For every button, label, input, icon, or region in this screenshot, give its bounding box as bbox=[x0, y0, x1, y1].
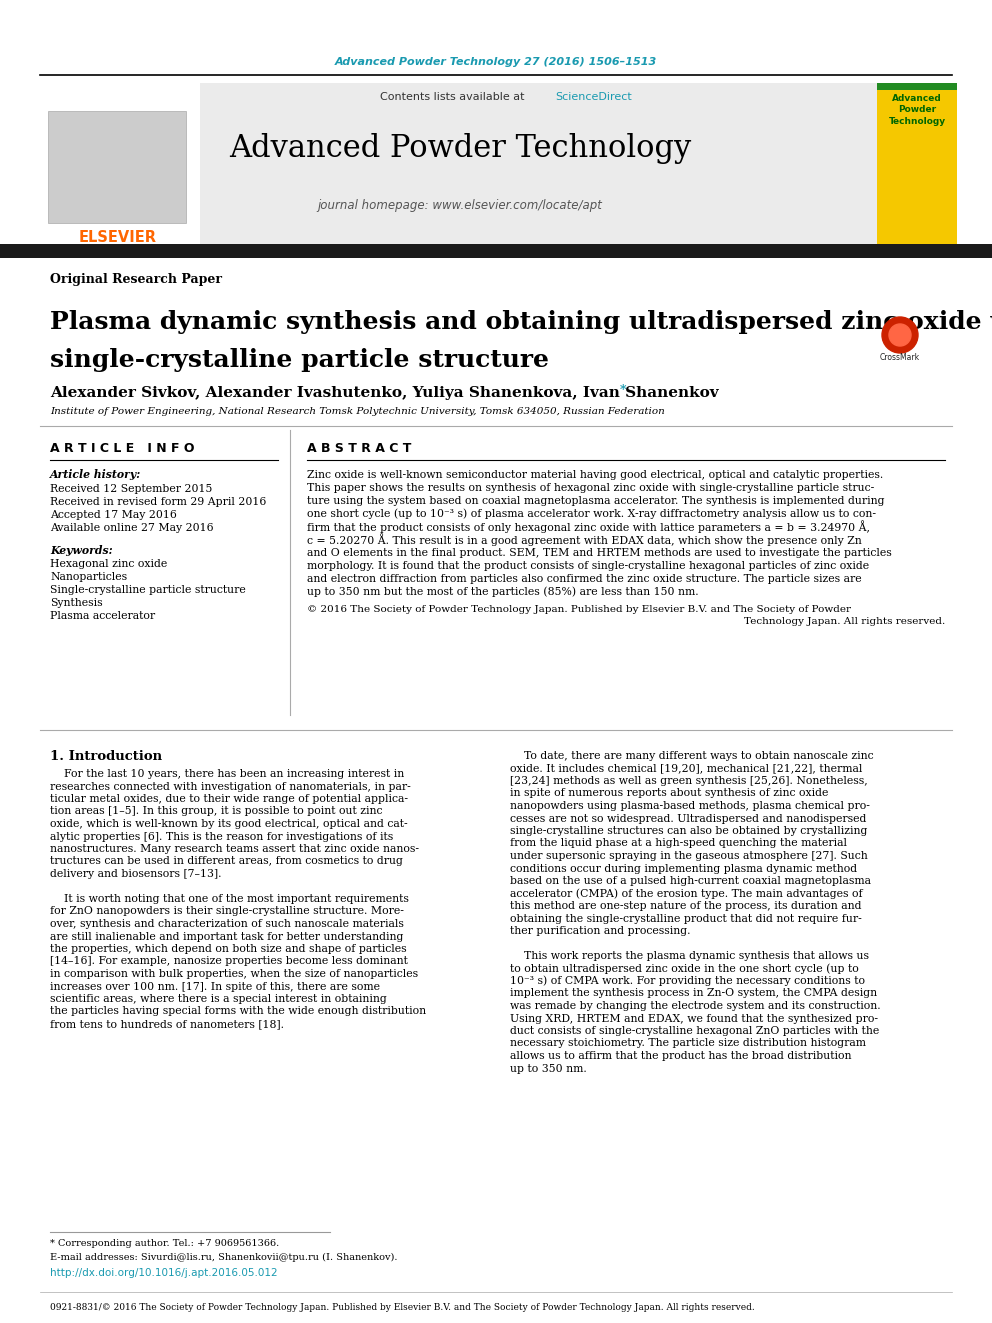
Text: duct consists of single-crystalline hexagonal ZnO particles with the: duct consists of single-crystalline hexa… bbox=[510, 1027, 879, 1036]
Text: and O elements in the final product. SEM, TEM and HRTEM methods are used to inve: and O elements in the final product. SEM… bbox=[307, 548, 892, 558]
Text: conditions occur during implementing plasma dynamic method: conditions occur during implementing pla… bbox=[510, 864, 857, 873]
Text: single-crystalline particle structure: single-crystalline particle structure bbox=[50, 348, 549, 372]
Text: Accepted 17 May 2016: Accepted 17 May 2016 bbox=[50, 509, 177, 520]
Text: 0921-8831/© 2016 The Society of Powder Technology Japan. Published by Elsevier B: 0921-8831/© 2016 The Society of Powder T… bbox=[50, 1303, 755, 1311]
FancyBboxPatch shape bbox=[40, 83, 877, 245]
Text: For the last 10 years, there has been an increasing interest in: For the last 10 years, there has been an… bbox=[50, 769, 405, 779]
Text: Article history:: Article history: bbox=[50, 470, 141, 480]
Text: from tens to hundreds of nanometers [18].: from tens to hundreds of nanometers [18]… bbox=[50, 1019, 284, 1029]
Text: Single-crystalline particle structure: Single-crystalline particle structure bbox=[50, 585, 246, 595]
Text: over, synthesis and characterization of such nanoscale materials: over, synthesis and characterization of … bbox=[50, 919, 404, 929]
Circle shape bbox=[889, 324, 911, 347]
Text: ticular metal oxides, due to their wide range of potential applica-: ticular metal oxides, due to their wide … bbox=[50, 794, 408, 804]
Text: in comparison with bulk properties, when the size of nanoparticles: in comparison with bulk properties, when… bbox=[50, 968, 418, 979]
Text: A B S T R A C T: A B S T R A C T bbox=[307, 442, 412, 455]
Text: scientific areas, where there is a special interest in obtaining: scientific areas, where there is a speci… bbox=[50, 994, 387, 1004]
Text: up to 350 nm but the most of the particles (85%) are less than 150 nm.: up to 350 nm but the most of the particl… bbox=[307, 586, 698, 597]
Text: single-crystalline structures can also be obtained by crystallizing: single-crystalline structures can also b… bbox=[510, 826, 867, 836]
Text: in spite of numerous reports about synthesis of zinc oxide: in spite of numerous reports about synth… bbox=[510, 789, 828, 799]
Text: © 2016 The Society of Powder Technology Japan. Published by Elsevier B.V. and Th: © 2016 The Society of Powder Technology … bbox=[307, 605, 851, 614]
Text: firm that the product consists of only hexagonal zinc oxide with lattice paramet: firm that the product consists of only h… bbox=[307, 520, 870, 533]
Text: Original Research Paper: Original Research Paper bbox=[50, 274, 222, 287]
Text: one short cycle (up to 10⁻³ s) of plasma accelerator work. X-ray diffractometry : one short cycle (up to 10⁻³ s) of plasma… bbox=[307, 509, 876, 520]
Text: Technology Japan. All rights reserved.: Technology Japan. All rights reserved. bbox=[744, 618, 945, 627]
Text: *: * bbox=[620, 384, 627, 397]
Text: http://dx.doi.org/10.1016/j.apt.2016.05.012: http://dx.doi.org/10.1016/j.apt.2016.05.… bbox=[50, 1267, 278, 1278]
Text: and electron diffraction from particles also confirmed the zinc oxide structure.: and electron diffraction from particles … bbox=[307, 574, 862, 583]
Text: * Corresponding author. Tel.: +7 9069561366.: * Corresponding author. Tel.: +7 9069561… bbox=[50, 1240, 280, 1249]
Text: Keywords:: Keywords: bbox=[50, 545, 113, 557]
Text: under supersonic spraying in the gaseous atmosphere [27]. Such: under supersonic spraying in the gaseous… bbox=[510, 851, 868, 861]
Text: nanopowders using plasma-based methods, plasma chemical pro-: nanopowders using plasma-based methods, … bbox=[510, 800, 870, 811]
Text: To date, there are many different ways to obtain nanoscale zinc: To date, there are many different ways t… bbox=[510, 751, 874, 761]
FancyBboxPatch shape bbox=[0, 243, 992, 258]
Text: Alexander Sivkov, Alexander Ivashutenko, Yuliya Shanenkova, Ivan Shanenkov: Alexander Sivkov, Alexander Ivashutenko,… bbox=[50, 386, 718, 400]
Text: Nanoparticles: Nanoparticles bbox=[50, 572, 127, 582]
Text: c = 5.20270 Å. This result is in a good agreement with EDAX data, which show the: c = 5.20270 Å. This result is in a good … bbox=[307, 533, 862, 546]
Text: up to 350 nm.: up to 350 nm. bbox=[510, 1064, 586, 1073]
Text: [23,24] methods as well as green synthesis [25,26]. Nonetheless,: [23,24] methods as well as green synthes… bbox=[510, 777, 868, 786]
FancyBboxPatch shape bbox=[877, 83, 957, 245]
Text: necessary stoichiometry. The particle size distribution histogram: necessary stoichiometry. The particle si… bbox=[510, 1039, 866, 1049]
Text: oxide, which is well-known by its good electrical, optical and cat-: oxide, which is well-known by its good e… bbox=[50, 819, 408, 830]
Text: Received in revised form 29 April 2016: Received in revised form 29 April 2016 bbox=[50, 497, 267, 507]
Text: Advanced
Powder
Technology: Advanced Powder Technology bbox=[889, 94, 945, 126]
Text: This work reports the plasma dynamic synthesis that allows us: This work reports the plasma dynamic syn… bbox=[510, 951, 869, 960]
FancyBboxPatch shape bbox=[48, 111, 186, 224]
Text: ScienceDirect: ScienceDirect bbox=[555, 93, 632, 102]
Text: Plasma dynamic synthesis and obtaining ultradispersed zinc oxide with: Plasma dynamic synthesis and obtaining u… bbox=[50, 310, 992, 333]
Text: from the liquid phase at a high-speed quenching the material: from the liquid phase at a high-speed qu… bbox=[510, 839, 847, 848]
Text: oxide. It includes chemical [19,20], mechanical [21,22], thermal: oxide. It includes chemical [19,20], mec… bbox=[510, 763, 862, 774]
Text: Hexagonal zinc oxide: Hexagonal zinc oxide bbox=[50, 560, 168, 569]
Text: journal homepage: www.elsevier.com/locate/apt: journal homepage: www.elsevier.com/locat… bbox=[317, 198, 602, 212]
Text: allows us to affirm that the product has the broad distribution: allows us to affirm that the product has… bbox=[510, 1050, 851, 1061]
Text: the properties, which depend on both size and shape of particles: the properties, which depend on both siz… bbox=[50, 945, 407, 954]
Text: to obtain ultradispersed zinc oxide in the one short cycle (up to: to obtain ultradispersed zinc oxide in t… bbox=[510, 963, 859, 974]
Text: the particles having special forms with the wide enough distribution: the particles having special forms with … bbox=[50, 1007, 427, 1016]
Text: based on the use of a pulsed high-current coaxial magnetoplasma: based on the use of a pulsed high-curren… bbox=[510, 876, 871, 886]
Text: Contents lists available at: Contents lists available at bbox=[380, 93, 525, 102]
Text: tructures can be used in different areas, from cosmetics to drug: tructures can be used in different areas… bbox=[50, 856, 403, 867]
Text: E-mail addresses: Sivurdi@lis.ru, Shanenkovii@tpu.ru (I. Shanenkov).: E-mail addresses: Sivurdi@lis.ru, Shanen… bbox=[50, 1253, 398, 1262]
Text: increases over 100 nm. [17]. In spite of this, there are some: increases over 100 nm. [17]. In spite of… bbox=[50, 982, 380, 991]
Text: for ZnO nanopowders is their single-crystalline structure. More-: for ZnO nanopowders is their single-crys… bbox=[50, 906, 404, 917]
Text: 1. Introduction: 1. Introduction bbox=[50, 750, 162, 762]
Text: Institute of Power Engineering, National Research Tomsk Polytechnic University, : Institute of Power Engineering, National… bbox=[50, 407, 665, 417]
Text: This paper shows the results on synthesis of hexagonal zinc oxide with single-cr: This paper shows the results on synthesi… bbox=[307, 483, 874, 493]
Text: alytic properties [6]. This is the reason for investigations of its: alytic properties [6]. This is the reaso… bbox=[50, 831, 393, 841]
Text: Zinc oxide is well-known semiconductor material having good electrical, optical : Zinc oxide is well-known semiconductor m… bbox=[307, 470, 883, 480]
Text: 10⁻³ s) of CMPA work. For providing the necessary conditions to: 10⁻³ s) of CMPA work. For providing the … bbox=[510, 976, 865, 986]
Circle shape bbox=[882, 318, 918, 353]
Text: Advanced Powder Technology: Advanced Powder Technology bbox=[229, 132, 691, 164]
Text: Using XRD, HRTEM and EDAX, we found that the synthesized pro-: Using XRD, HRTEM and EDAX, we found that… bbox=[510, 1013, 878, 1024]
Text: [14–16]. For example, nanosize properties become less dominant: [14–16]. For example, nanosize propertie… bbox=[50, 957, 408, 967]
Text: Received 12 September 2015: Received 12 September 2015 bbox=[50, 484, 212, 493]
FancyBboxPatch shape bbox=[40, 83, 200, 245]
Text: researches connected with investigation of nanomaterials, in par-: researches connected with investigation … bbox=[50, 782, 411, 791]
Text: ther purification and processing.: ther purification and processing. bbox=[510, 926, 690, 935]
FancyBboxPatch shape bbox=[877, 83, 957, 90]
Text: obtaining the single-crystalline product that did not require fur-: obtaining the single-crystalline product… bbox=[510, 913, 862, 923]
Text: A R T I C L E   I N F O: A R T I C L E I N F O bbox=[50, 442, 194, 455]
Text: morphology. It is found that the product consists of single-crystalline hexagona: morphology. It is found that the product… bbox=[307, 561, 869, 572]
Text: was remade by changing the electrode system and its construction.: was remade by changing the electrode sys… bbox=[510, 1002, 881, 1011]
Text: this method are one-step nature of the process, its duration and: this method are one-step nature of the p… bbox=[510, 901, 861, 912]
Text: delivery and biosensors [7–13].: delivery and biosensors [7–13]. bbox=[50, 869, 221, 878]
Text: Plasma accelerator: Plasma accelerator bbox=[50, 611, 155, 620]
Text: Available online 27 May 2016: Available online 27 May 2016 bbox=[50, 523, 213, 533]
Text: implement the synthesis process in Zn-O system, the CMPA design: implement the synthesis process in Zn-O … bbox=[510, 988, 877, 999]
Text: accelerator (CMPA) of the erosion type. The main advantages of: accelerator (CMPA) of the erosion type. … bbox=[510, 888, 863, 898]
Text: cesses are not so widespread. Ultradispersed and nanodispersed: cesses are not so widespread. Ultradispe… bbox=[510, 814, 866, 823]
Text: ture using the system based on coaxial magnetoplasma accelerator. The synthesis : ture using the system based on coaxial m… bbox=[307, 496, 885, 505]
Text: ELSEVIER: ELSEVIER bbox=[79, 230, 157, 246]
Text: It is worth noting that one of the most important requirements: It is worth noting that one of the most … bbox=[50, 894, 409, 904]
Text: Advanced Powder Technology 27 (2016) 1506–1513: Advanced Powder Technology 27 (2016) 150… bbox=[335, 57, 657, 67]
Text: Synthesis: Synthesis bbox=[50, 598, 102, 609]
Text: CrossMark: CrossMark bbox=[880, 353, 920, 363]
Text: nanostructures. Many research teams assert that zinc oxide nanos-: nanostructures. Many research teams asse… bbox=[50, 844, 419, 855]
Text: are still inalienable and important task for better understanding: are still inalienable and important task… bbox=[50, 931, 404, 942]
Text: tion areas [1–5]. In this group, it is possible to point out zinc: tion areas [1–5]. In this group, it is p… bbox=[50, 807, 383, 816]
